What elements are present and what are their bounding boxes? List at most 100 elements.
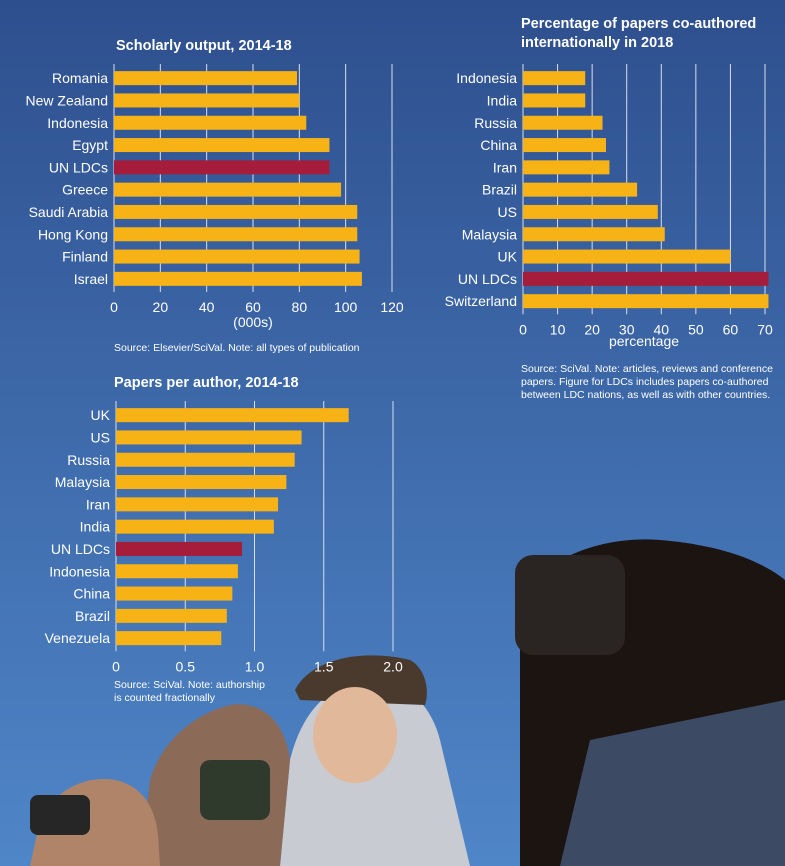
coauthor-bar	[523, 115, 603, 130]
papers-category-label: UK	[91, 407, 111, 423]
output-x-axis-label: (000s)	[233, 314, 273, 330]
papers-tick-label: 1.5	[314, 658, 334, 674]
coauthor-chart-title-line: internationally in 2018	[521, 35, 673, 51]
coauthor-bar	[523, 71, 586, 86]
papers-source-note-line: Source: SciVal. Note: authorship	[114, 679, 265, 691]
coauthor-tick-label: 20	[584, 321, 600, 337]
coauthor-bar	[523, 93, 586, 108]
papers-category-label: China	[73, 586, 110, 602]
output-category-label: Greece	[62, 182, 108, 198]
coauthor-tick-label: 30	[619, 321, 635, 337]
coauthor-category-label: Malaysia	[462, 226, 517, 242]
coauthor-bar	[523, 204, 658, 219]
output-category-label: Saudi Arabia	[29, 204, 109, 220]
coauthor-tick-label: 0	[519, 321, 527, 337]
papers-bar	[116, 541, 243, 556]
papers-source-note-line: is counted fractionally	[114, 692, 216, 704]
coauthor-tick-label: 10	[550, 321, 566, 337]
chart-papers-per-author: Papers per author, 2014-18 0 0.5 1.0 1.5 2.0 U…	[45, 375, 403, 704]
papers-category-label: Venezuela	[45, 630, 111, 646]
papers-tick-label: 1.0	[245, 658, 265, 674]
coauthor-chart-title-line: Percentage of papers co-authored	[521, 16, 756, 32]
papers-category-label: India	[80, 519, 111, 535]
output-category-label: Romania	[52, 70, 108, 86]
coauthor-bar	[523, 227, 665, 242]
output-chart-title: Scholarly output, 2014-18	[116, 38, 292, 54]
output-category-label: UN LDCs	[49, 159, 108, 175]
output-tick-label: 40	[199, 299, 215, 315]
photo-binoculars-people	[30, 539, 785, 866]
output-bar	[114, 138, 330, 153]
output-category-label: New Zealand	[26, 92, 109, 108]
output-tick-label: 80	[292, 299, 308, 315]
output-tick-label: 20	[153, 299, 169, 315]
coauthor-bar	[523, 138, 606, 153]
output-bar	[114, 182, 342, 197]
papers-bar	[116, 408, 349, 423]
papers-category-label: Brazil	[75, 608, 110, 624]
papers-category-label: Iran	[86, 496, 110, 512]
output-tick-label: 0	[110, 299, 118, 315]
coauthor-category-label: Iran	[493, 159, 517, 175]
papers-category-label: Malaysia	[55, 474, 110, 490]
output-tick-label: 60	[245, 299, 261, 315]
coauthor-category-label: US	[498, 204, 517, 220]
papers-tick-label: 2.0	[383, 658, 403, 674]
papers-bar	[116, 475, 287, 490]
output-bar	[114, 227, 358, 242]
coauthor-category-label: UK	[498, 249, 518, 265]
papers-bar	[116, 430, 302, 445]
cap-center	[295, 655, 427, 705]
output-category-label: Indonesia	[47, 115, 108, 131]
papers-category-label: Russia	[67, 452, 110, 468]
output-bar	[114, 160, 330, 175]
coauthor-tick-label: 70	[757, 321, 773, 337]
coauthor-bar	[523, 160, 610, 175]
coauthor-category-label: Indonesia	[456, 70, 517, 86]
papers-tick-label: 0	[112, 658, 120, 674]
papers-bar	[116, 564, 238, 579]
papers-bar	[116, 497, 279, 512]
chart-scholarly-output: Scholarly output, 2014-18 0 20 40 60 80 100 120…	[26, 38, 404, 354]
output-bar	[114, 93, 300, 108]
coauthor-bar	[523, 249, 731, 264]
papers-category-label: US	[91, 429, 110, 445]
coauthor-source-note-line: papers. Figure for LDCs includes papers …	[521, 376, 769, 388]
output-bar	[114, 71, 298, 86]
coauthor-category-label: Brazil	[482, 182, 517, 198]
coauthor-source-note-line: between LDC nations, as well as with oth…	[521, 389, 770, 401]
papers-bar	[116, 631, 222, 646]
binoculars-left	[200, 760, 270, 820]
binoculars-far-left	[30, 795, 90, 835]
papers-bar	[116, 519, 274, 534]
output-bar	[114, 271, 362, 286]
coauthor-tick-label: 60	[723, 321, 739, 337]
coauthor-category-label: Russia	[474, 115, 517, 131]
papers-chart-title: Papers per author, 2014-18	[114, 375, 299, 391]
chart-international-coauthorship: Percentage of papers co-authored internat…	[445, 16, 773, 401]
output-category-label: Egypt	[72, 137, 108, 153]
shirt-right	[560, 700, 785, 866]
papers-category-label: UN LDCs	[51, 541, 110, 557]
coauthor-bar	[523, 294, 769, 309]
papers-category-label: Indonesia	[49, 563, 110, 579]
coauthor-tick-label: 50	[688, 321, 704, 337]
coauthor-tick-label: 40	[653, 321, 669, 337]
coauthor-category-label: Switzerland	[445, 293, 517, 309]
output-tick-label: 120	[380, 299, 404, 315]
output-tick-label: 100	[334, 299, 358, 315]
papers-tick-label: 0.5	[176, 658, 196, 674]
coauthor-x-axis-label: percentage	[609, 333, 679, 349]
output-category-label: Israel	[74, 271, 108, 287]
output-bar	[114, 204, 358, 219]
coauthor-category-label: UN LDCs	[458, 271, 517, 287]
output-category-label: Hong Kong	[38, 226, 108, 242]
papers-bar	[116, 586, 233, 601]
coauthor-category-label: India	[487, 92, 518, 108]
coauthor-category-label: China	[480, 137, 517, 153]
binoculars-right	[515, 555, 625, 655]
coauthor-bar	[523, 182, 638, 197]
face-center	[313, 687, 397, 783]
coauthor-bar	[523, 271, 769, 286]
